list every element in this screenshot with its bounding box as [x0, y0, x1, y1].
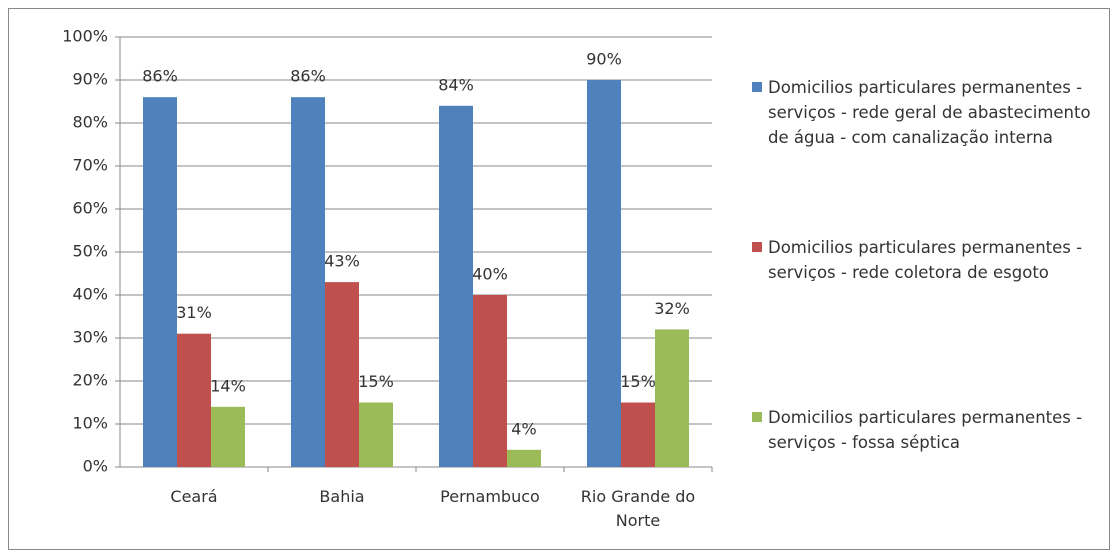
x-tick-label: Pernambuco	[440, 487, 540, 506]
y-tick-label: 90%	[72, 70, 108, 89]
legend-entry: Domicilios particulares permanentes - se…	[752, 405, 1092, 455]
chart-frame	[8, 8, 1110, 550]
x-tick-label: Bahia	[319, 487, 365, 506]
value-label: 15%	[358, 372, 394, 391]
legend-label: Domicilios particulares permanentes - se…	[768, 78, 1091, 147]
y-tick-label: 40%	[72, 285, 108, 304]
bar	[359, 402, 393, 467]
bar	[143, 97, 177, 467]
legend-swatch	[752, 82, 762, 92]
y-tick-label: 20%	[72, 371, 108, 390]
bar	[291, 97, 325, 467]
value-label: 43%	[324, 252, 360, 271]
legend-label: Domicilios particulares permanentes - se…	[768, 408, 1083, 452]
bar	[473, 295, 507, 467]
bar	[587, 80, 621, 467]
value-label: 86%	[142, 67, 178, 86]
y-tick-label: 10%	[72, 414, 108, 433]
value-label: 40%	[472, 265, 508, 284]
value-label: 15%	[620, 372, 656, 391]
bar	[655, 329, 689, 467]
value-label: 84%	[438, 75, 474, 94]
value-label: 14%	[210, 376, 246, 395]
bar	[211, 406, 245, 467]
x-tick-label: Rio Grande do Norte	[580, 487, 696, 530]
legend-swatch	[752, 242, 762, 252]
value-label: 32%	[654, 299, 690, 318]
bar	[177, 333, 211, 467]
legend-label: Domicilios particulares permanentes - se…	[768, 238, 1083, 282]
y-tick-label: 0%	[83, 457, 108, 476]
bar	[507, 449, 541, 467]
y-tick-label: 60%	[72, 199, 108, 218]
legend-swatch	[752, 412, 762, 422]
y-tick-label: 80%	[72, 113, 108, 132]
bar	[621, 402, 655, 467]
y-tick-label: 100%	[62, 27, 108, 46]
bar	[439, 105, 473, 468]
legend-entry: Domicilios particulares permanentes - se…	[752, 235, 1092, 285]
legend-entry: Domicilios particulares permanentes - se…	[752, 75, 1092, 150]
x-tick-label: Ceará	[170, 487, 218, 506]
value-label: 4%	[511, 419, 536, 438]
y-tick-label: 50%	[72, 242, 108, 261]
value-label: 31%	[176, 303, 212, 322]
bar	[325, 282, 359, 467]
value-label: 86%	[290, 67, 326, 86]
value-label: 90%	[586, 50, 622, 69]
y-tick-label: 30%	[72, 328, 108, 347]
y-tick-label: 70%	[72, 156, 108, 175]
